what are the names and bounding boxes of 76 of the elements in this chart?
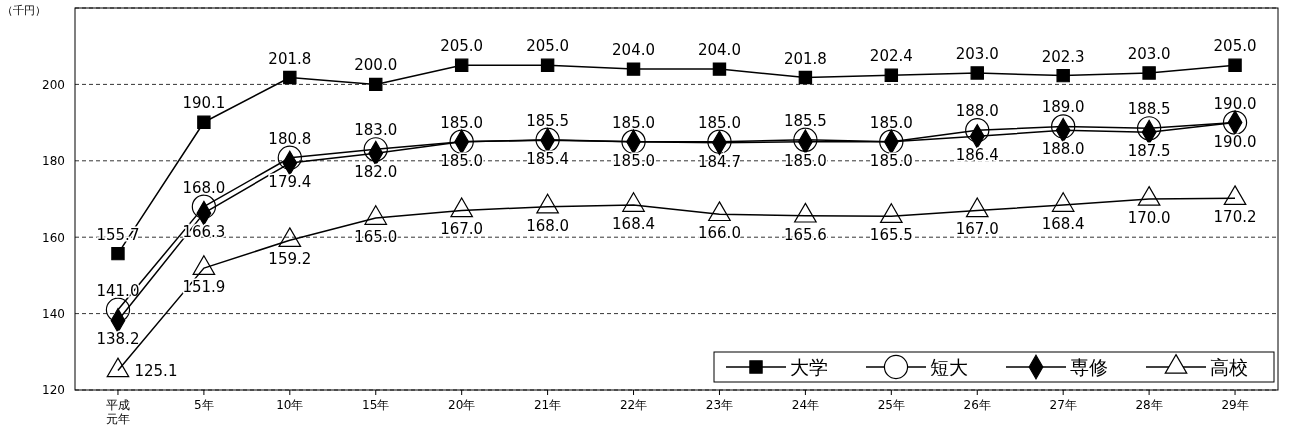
data-label: 185.0: [440, 113, 484, 132]
legend-label: 高校: [1210, 356, 1248, 378]
data-label: 205.0: [440, 37, 484, 56]
data-label: 168.0: [182, 178, 226, 197]
data-label: 202.3: [1041, 47, 1085, 66]
data-label: 185.0: [440, 151, 484, 170]
y-tick-label: 140: [42, 306, 65, 321]
x-tick-label: 20年: [448, 397, 476, 412]
legend-label: 大学: [790, 356, 828, 378]
data-label: 165.6: [783, 225, 827, 244]
y-tick-label: 160: [42, 230, 65, 245]
data-label: 185.0: [612, 113, 656, 132]
data-label: 167.0: [440, 220, 484, 239]
x-tick-label: 24年: [791, 397, 820, 412]
x-tick-label: 23年: [705, 397, 734, 412]
x-tick-label: 21年: [533, 397, 562, 412]
data-label: 204.0: [612, 41, 656, 60]
data-label: 205.0: [526, 37, 570, 56]
data-label: 185.4: [526, 150, 570, 169]
data-label: 189.0: [1041, 98, 1085, 117]
data-label: 187.5: [1127, 142, 1171, 161]
data-label: 185.0: [869, 151, 913, 170]
data-label: 185.5: [526, 111, 570, 130]
data-label: 170.0: [1127, 209, 1171, 227]
data-label: 204.0: [697, 41, 741, 60]
y-tick-label: 180: [42, 154, 65, 169]
data-label: 159.2: [268, 250, 312, 269]
data-label: 185.0: [783, 151, 827, 170]
data-label: 170.2: [1213, 208, 1257, 227]
data-label: 201.8: [268, 49, 312, 68]
data-label: 190.0: [1213, 94, 1257, 113]
data-label: 185.0: [869, 113, 913, 132]
data-label: 125.1: [134, 361, 178, 380]
data-label: 185.0: [612, 151, 656, 170]
data-label: 188.5: [1127, 100, 1171, 119]
x-tick-label: 26年: [963, 397, 991, 412]
data-label: 168.4: [612, 215, 656, 234]
data-label: 168.4: [1041, 215, 1085, 234]
y-tick-label: 200: [42, 77, 65, 92]
x-tick-label: 平成元年: [105, 397, 130, 426]
data-label: 165.5: [869, 226, 913, 245]
data-label: 186.4: [955, 146, 999, 165]
x-tick-label: 25年: [877, 397, 905, 412]
y-axis-title: （千円）: [2, 4, 46, 17]
data-label: 205.0: [1213, 37, 1257, 56]
data-label: 203.0: [955, 44, 999, 63]
x-tick-label: 10年: [276, 397, 304, 412]
x-tick-label: 29年: [1221, 397, 1249, 412]
legend-label: 短大: [930, 356, 968, 378]
data-label: 182.0: [354, 163, 398, 182]
x-tick-label: 27年: [1049, 397, 1077, 412]
data-label: 183.0: [354, 121, 398, 140]
data-label: 179.4: [268, 173, 312, 192]
data-label: 201.8: [783, 49, 827, 68]
data-label: 188.0: [955, 102, 999, 121]
data-label: 167.0: [955, 220, 999, 239]
x-tick-label: 22年: [619, 397, 648, 412]
legend-label: 専修: [1070, 356, 1108, 378]
data-label: 200.0: [354, 56, 398, 75]
data-label: 165.0: [354, 228, 398, 247]
data-label: 185.5: [783, 111, 827, 130]
data-label: 184.7: [697, 152, 741, 171]
data-label: 190.0: [1213, 132, 1257, 151]
x-tick-label: 15年: [362, 397, 390, 412]
x-tick-label: 5年: [194, 397, 214, 412]
data-label: 188.0: [1041, 140, 1085, 159]
data-label: 138.2: [96, 330, 140, 349]
data-label: 185.0: [697, 113, 741, 132]
data-label: 168.0: [526, 216, 570, 235]
y-tick-label: 120: [42, 383, 65, 398]
data-label: 190.1: [182, 94, 226, 113]
data-label: 166.0: [697, 224, 741, 243]
data-label: 180.8: [268, 129, 312, 148]
data-label: 203.0: [1127, 44, 1171, 63]
data-label: 202.4: [869, 47, 913, 66]
x-tick-label: 28年: [1135, 397, 1163, 412]
